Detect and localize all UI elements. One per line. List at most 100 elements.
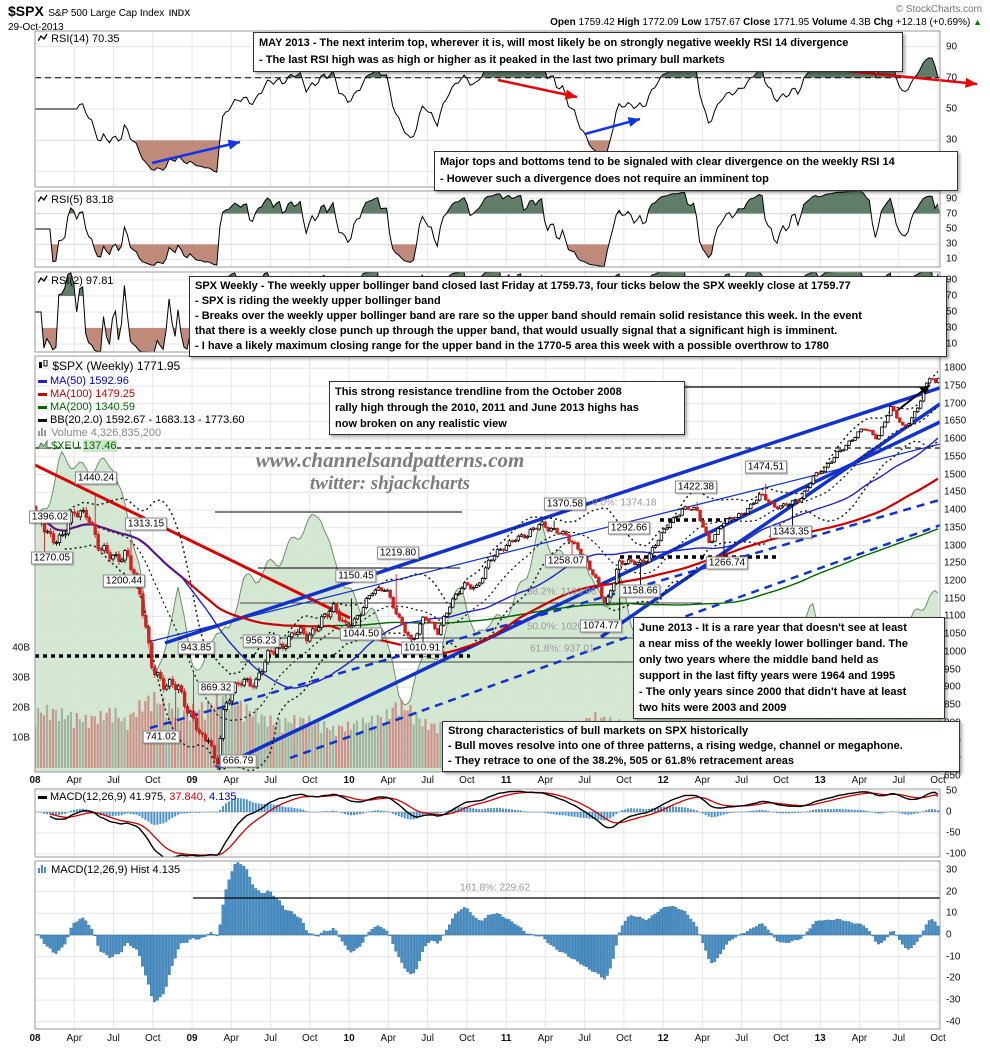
bb-legend: BB(20,2.0) 1592.67 - 1683.13 - 1773.60 (38, 414, 244, 426)
price-axis-label: 1150 (944, 593, 966, 605)
fib-retracement-label: 61.8%: 937.01 (530, 643, 595, 655)
macd-hist-axis-label: 30 (946, 864, 958, 876)
macd-hist-axis-label: -40 (946, 1016, 961, 1028)
pivot-label: 1200.44 (102, 574, 146, 588)
rsi5-axis-label: 10 (946, 253, 958, 265)
macd-hist-axis-label: 10 (946, 907, 958, 919)
line-chart-icon (37, 275, 48, 284)
volume-axis-label: 30B (12, 672, 30, 684)
macd-swatch-icon (38, 795, 47, 799)
macd-hist-legend: MACD(12,26,9) Hist 4.135 (38, 864, 180, 876)
price-axis-label: 1400 (944, 504, 967, 516)
spx-legend: $SPX (Weekly) 1771.95 (38, 359, 180, 373)
candlestick-icon (39, 359, 48, 368)
chart-date: 29-Oct-2013 (8, 22, 64, 33)
x-axis-label: Apr (380, 1033, 397, 1044)
x-axis-label: Jul (735, 1033, 749, 1044)
rsi14-axis-label: 50 (946, 103, 958, 115)
x-axis-label: 09 (186, 1033, 198, 1044)
histogram-icon (38, 865, 46, 873)
volume-bars-icon (38, 428, 46, 436)
x-axis-label: Apr (223, 1033, 240, 1044)
macd-axis-label: -50 (946, 827, 961, 839)
rsi5-axis-label: 50 (946, 223, 958, 235)
x-axis-label: Apr (851, 1033, 868, 1044)
pivot-label: 1074.77 (579, 619, 623, 633)
volume-value: 4.3B (850, 17, 871, 28)
rsi14-axis-label: 90 (946, 41, 958, 53)
x-axis-label: Apr (694, 775, 711, 786)
x-axis-label: Jul (264, 1033, 277, 1044)
volume-axis-label: 10B (12, 732, 30, 744)
macd-axis-label: 0 (946, 806, 952, 818)
line-chart-icon (37, 194, 48, 203)
change-value: +12.18 (+0.69%) (895, 17, 971, 28)
pivot-label: 1422.38 (674, 480, 718, 494)
up-arrow-icon: ▲ (973, 17, 982, 27)
pivot-label: 1010.91 (400, 641, 444, 655)
chart-subheader: 29-Oct-2013 Open 1759.42 High 1772.09 Lo… (8, 17, 982, 33)
price-axis-label: 1050 (944, 628, 967, 640)
x-axis-label: 08 (29, 775, 41, 786)
ma50-swatch-icon (38, 379, 47, 383)
price-axis-label: 850 (944, 699, 961, 711)
pivot-label: 956.23 (242, 634, 280, 648)
x-axis-label: Jul (735, 775, 749, 786)
price-axis-label: 1000 (944, 646, 967, 658)
macd-legend: MACD(12,26,9) 41.975, 37.840, 4.135 (38, 791, 237, 803)
price-axis-label: 1800 (944, 362, 967, 374)
ma100-legend: MA(100) 1479.25 (38, 388, 135, 400)
macd-axis-label: 50 (946, 785, 958, 797)
ma100-swatch-icon (38, 392, 47, 396)
price-axis-label: 1300 (944, 540, 967, 552)
x-axis-label: 12 (657, 1033, 669, 1044)
fib-retracement-label: 50.0%: 1020.48 (527, 621, 598, 633)
rsi5-axis-label: 90 (946, 193, 958, 205)
x-axis-label: Apr (537, 775, 554, 786)
x-axis-label: Apr (66, 775, 83, 786)
pivot-label: 741.02 (142, 730, 180, 744)
x-axis-label: 11 (500, 775, 512, 786)
rsi14-axis-label: 30 (946, 134, 958, 146)
pivot-label: 1158.66 (619, 584, 661, 598)
rsi5-axis-label: 30 (946, 238, 958, 250)
volume-axis-label: 20B (12, 702, 30, 714)
x-axis-label: Oct (302, 775, 318, 786)
xeu-legend: $XEU 137.46 (37, 439, 117, 452)
x-axis-label: 10 (343, 775, 355, 786)
low-value: 1757.67 (704, 17, 741, 28)
x-axis-label: Oct (773, 1033, 789, 1044)
x-axis-label: Oct (616, 775, 632, 786)
x-axis-label: Oct (459, 775, 475, 786)
x-axis-label: Oct (773, 775, 789, 786)
annotation-trendline: This strong resistance trendline from th… (329, 381, 685, 435)
x-axis-label: Oct (930, 1033, 946, 1044)
open-value: 1759.42 (578, 17, 615, 28)
price-axis-label: 1700 (944, 398, 967, 410)
x-axis-label: Jul (892, 775, 906, 786)
rsi2-axis-label: 50 (946, 306, 958, 318)
pivot-label: 1150.45 (335, 569, 377, 583)
price-axis-label: 1550 (944, 451, 967, 463)
annotation-may-2013: MAY 2013 - The next interim top, whereve… (253, 32, 903, 72)
x-axis-label: Jul (421, 1033, 434, 1044)
area-chart-icon (37, 439, 48, 450)
x-axis-label: Oct (930, 775, 946, 786)
x-axis-label: Jul (578, 1033, 592, 1044)
x-axis-label: 13 (814, 775, 826, 786)
price-axis-label: 1100 (944, 610, 966, 622)
x-axis-label: 10 (343, 1033, 355, 1044)
x-axis-label: Oct (459, 1033, 475, 1044)
annotation-bull-characteristics: Strong characteristics of bull markets o… (442, 721, 960, 772)
pivot-label: 1292.66 (607, 521, 651, 535)
x-axis-label: Apr (694, 1033, 711, 1044)
pivot-label: 1266.74 (705, 556, 749, 570)
rsi2-axis-label: 90 (946, 274, 958, 286)
annotation-spx-weekly: SPX Weekly - The weekly upper bollinger … (189, 276, 947, 357)
ma50-legend: MA(50) 1592.96 (38, 375, 129, 387)
bb-swatch-icon (38, 418, 47, 422)
x-axis-label: Jul (264, 775, 277, 786)
symbol: $SPX (8, 3, 44, 19)
x-axis-label: 11 (500, 1033, 512, 1044)
pivot-label: 1258.07 (544, 554, 588, 568)
